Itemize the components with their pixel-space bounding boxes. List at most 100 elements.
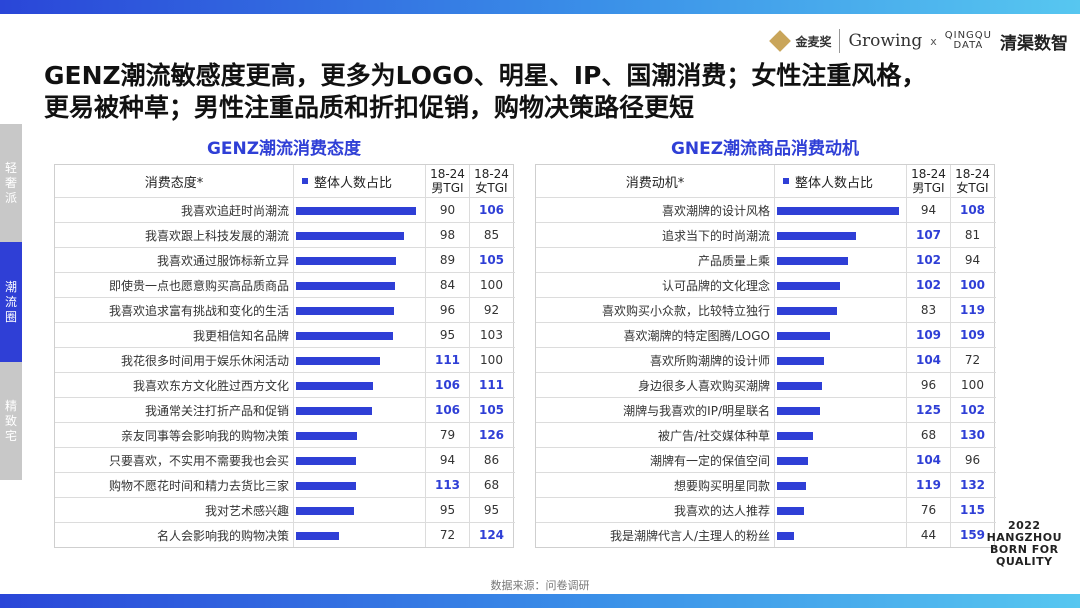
table-row: 我喜欢东方文化胜过西方文化 106 111: [55, 372, 515, 397]
female-tgi-value: 132: [950, 473, 994, 497]
female-tgi-value: 100: [950, 373, 994, 397]
share-bar: [296, 482, 356, 490]
male-tgi-value: 96: [906, 373, 950, 397]
chart-title: GNEZ潮流商品消费动机: [670, 139, 860, 159]
male-tgi-value: 44: [906, 523, 950, 547]
category-label: 追求当下的时尚潮流: [661, 228, 770, 243]
table-row: 被广告/社交媒体种草 68 130: [536, 422, 996, 447]
side-tab-char: 流: [4, 294, 17, 309]
female-tgi-value: 85: [469, 223, 513, 247]
table-row: 喜欢潮牌的设计风格 94 108: [536, 197, 996, 222]
share-bar: [296, 207, 417, 215]
female-tgi-value: 86: [469, 448, 513, 472]
bar-cell: [293, 448, 425, 472]
table-row: 产品质量上乘 102 94: [536, 247, 996, 272]
share-bar: [296, 407, 372, 415]
bar-cell: [774, 323, 906, 347]
table-row: 亲友同事等会影响我的购物决策 79 126: [55, 422, 515, 447]
share-bar: [296, 507, 355, 515]
legend-swatch: [302, 178, 308, 184]
bar-cell: [774, 423, 906, 447]
female-tgi-value: 126: [469, 423, 513, 447]
share-bar: [777, 382, 822, 390]
share-bar: [777, 282, 841, 290]
female-tgi-value: 96: [950, 448, 994, 472]
male-tgi-value: 94: [425, 448, 469, 472]
male-tgi-value: 94: [906, 198, 950, 222]
category-label: 潮牌有一定的保值空间: [649, 453, 770, 468]
column-header-female-tgi: 18-24 女TGI: [950, 165, 994, 197]
category-label: 潮牌与我喜欢的IP/明星联名: [623, 403, 770, 418]
badge-line: BORN FOR: [990, 543, 1059, 556]
category-label: 我对艺术感兴趣: [204, 503, 289, 518]
table-row: 我是潮牌代言人/主理人的粉丝 44 159: [536, 522, 996, 547]
male-tgi-value: 76: [906, 498, 950, 522]
jmj-logo-icon: [769, 30, 792, 52]
male-tgi-value: 79: [425, 423, 469, 447]
category-label: 我喜欢追赶时尚潮流: [180, 203, 289, 218]
share-bar: [777, 207, 899, 215]
qingqu-cn-logo: 清渠数智: [1000, 33, 1068, 54]
share-bar: [777, 257, 848, 265]
female-tgi-value: 111: [469, 373, 513, 397]
female-tgi-value: 94: [950, 248, 994, 272]
share-bar: [777, 232, 857, 240]
table-row: 喜欢潮牌的特定图腾/LOGO 109 109: [536, 322, 996, 347]
side-tab-2[interactable]: 精致宅: [0, 362, 22, 480]
chart-table: 消费态度* 整体人数占比 18-24 男TGI 18-24 女TGI 我喜欢追赶时尚潮流 90…: [54, 164, 515, 548]
category-label: 身边很多人喜欢购买潮牌: [637, 378, 770, 393]
table-row: 我通常关注打折产品和促销 106 105: [55, 397, 515, 422]
share-bar: [296, 457, 356, 465]
table-row: 只要喜欢，不实用不需要我也会买 94 86: [55, 447, 515, 472]
category-label: 我喜欢跟上科技发展的潮流: [144, 228, 289, 243]
share-bar: [296, 282, 396, 290]
male-tgi-value: 89: [425, 248, 469, 272]
bar-cell: [774, 248, 906, 272]
bar-cell: [774, 298, 906, 322]
female-tgi-value: 105: [469, 398, 513, 422]
category-label: 我是潮牌代言人/主理人的粉丝: [609, 528, 770, 543]
jmj-logo: 金麦奖: [769, 30, 831, 52]
column-header-female-tgi: 18-24 女TGI: [469, 165, 513, 197]
table-header-row: 消费动机* 整体人数占比 18-24 男TGI 18-24 女TGI: [536, 165, 996, 197]
bar-cell: [293, 198, 425, 222]
page-title: GENZ潮流敏感度更高，更多为LOGO、明星、IP、国潮消费；女性注重风格， 更…: [44, 60, 1054, 124]
table-row: 我喜欢追赶时尚潮流 90 106: [55, 197, 515, 222]
column-header-male-tgi: 18-24 男TGI: [425, 165, 469, 197]
side-tab-0[interactable]: 轻奢派: [0, 124, 22, 242]
column-header-female-tgi-line: 女TGI: [956, 181, 989, 195]
male-tgi-value: 102: [906, 248, 950, 272]
bar-cell: [293, 423, 425, 447]
side-tab-1[interactable]: 潮流圈: [0, 242, 22, 362]
share-bar: [777, 482, 806, 490]
legend-swatch: [783, 178, 789, 184]
bar-cell: [774, 473, 906, 497]
qingqu-logo-line1: QINGQU: [944, 30, 992, 41]
category-label: 我通常关注打折产品和促销: [144, 403, 289, 418]
category-label: 喜欢购买小众款，比较特立独行: [601, 303, 770, 318]
side-tab-char: 宅: [4, 428, 17, 443]
bar-cell: [293, 473, 425, 497]
male-tgi-value: 72: [425, 523, 469, 547]
share-bar: [777, 507, 805, 515]
table-row: 我喜欢跟上科技发展的潮流 98 85: [55, 222, 515, 247]
male-tgi-value: 68: [906, 423, 950, 447]
side-tab-char: 圈: [4, 309, 17, 324]
share-bar: [296, 432, 357, 440]
share-bar: [296, 357, 381, 365]
bar-cell: [293, 398, 425, 422]
column-header-label: 消费态度*: [144, 175, 204, 191]
column-header-label: 消费动机*: [625, 175, 685, 191]
table-row: 名人会影响我的购物决策 72 124: [55, 522, 515, 547]
category-label: 即使贵一点也愿意购买高品质商品: [108, 278, 289, 293]
bar-cell: [293, 498, 425, 522]
female-tgi-value: 105: [469, 248, 513, 272]
event-badge: 2022 HANGZHOU BORN FOR QUALITY: [987, 520, 1062, 568]
share-bar: [296, 257, 397, 265]
male-tgi-value: 113: [425, 473, 469, 497]
male-tgi-value: 84: [425, 273, 469, 297]
share-bar: [777, 357, 825, 365]
category-label: 想要购买明星同款: [673, 478, 770, 493]
bar-cell: [293, 223, 425, 247]
bar-cell: [774, 273, 906, 297]
